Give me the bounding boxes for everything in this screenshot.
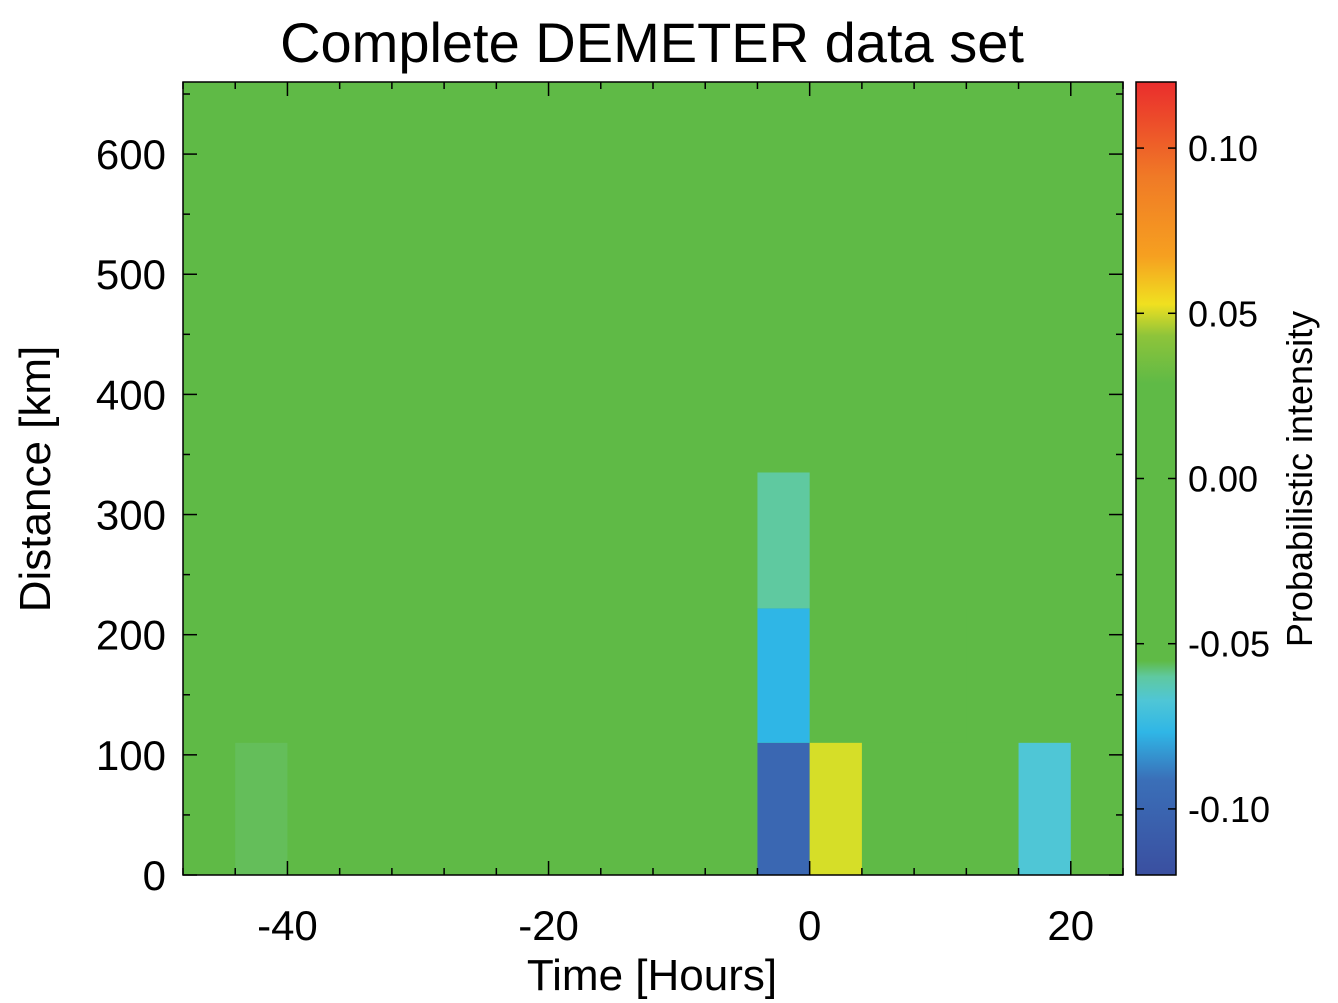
heatmap-cell-1 [757,742,810,875]
x-tick-label: -40 [257,902,318,949]
colorbar-tick-labels: 0.10 0.05 0.00 -0.05 -0.10 [1188,128,1270,830]
x-tick-label: -20 [518,902,579,949]
plot-area [182,81,1124,876]
heatmap-cell-0 [235,742,288,875]
colorbar-ticks [1136,147,1176,810]
y-tick-label: 500 [96,251,166,298]
y-axis-tick-labels: 0 100 200 300 400 500 600 [96,131,166,899]
heatmap-cell-3 [1018,742,1071,875]
colorbar: 0.10 0.05 0.00 -0.05 -0.10 [1135,81,1270,876]
y-tick-label: 600 [96,131,166,178]
heatmap-cell-2 [809,742,862,875]
x-tick-label: 0 [798,902,821,949]
y-axis-label: Distance [km] [11,346,60,613]
heatmap-cell-6 [757,472,810,609]
y-tick-label: 400 [96,371,166,418]
x-axis-label: Time [Hours] [527,951,777,1000]
heatmap-cell-5 [914,608,967,743]
y-tick-label: 300 [96,492,166,539]
y-tick-label: 100 [96,732,166,779]
colorbar-tick-label: 0.10 [1188,128,1258,169]
colorbar-tick-label: 0.00 [1188,459,1258,500]
colorbar-tick-label: -0.05 [1188,624,1270,665]
heatmap-background [183,82,1123,875]
y-tick-label: 0 [143,852,166,899]
colorbar-label: Probabilistic intensity [1279,311,1320,647]
x-axis-ticks [182,82,1124,875]
x-axis-tick-labels: -40 -20 0 20 [257,902,1094,949]
y-axis-ticks [183,93,1123,876]
heatmap-cells [235,472,1071,875]
heatmap-cell-4 [757,608,810,743]
y-tick-label: 200 [96,612,166,659]
x-tick-label: 20 [1047,902,1094,949]
colorbar-tick-label: 0.05 [1188,293,1258,334]
colorbar-tick-label: -0.10 [1188,789,1270,830]
chart-title: Complete DEMETER data set [280,11,1024,74]
